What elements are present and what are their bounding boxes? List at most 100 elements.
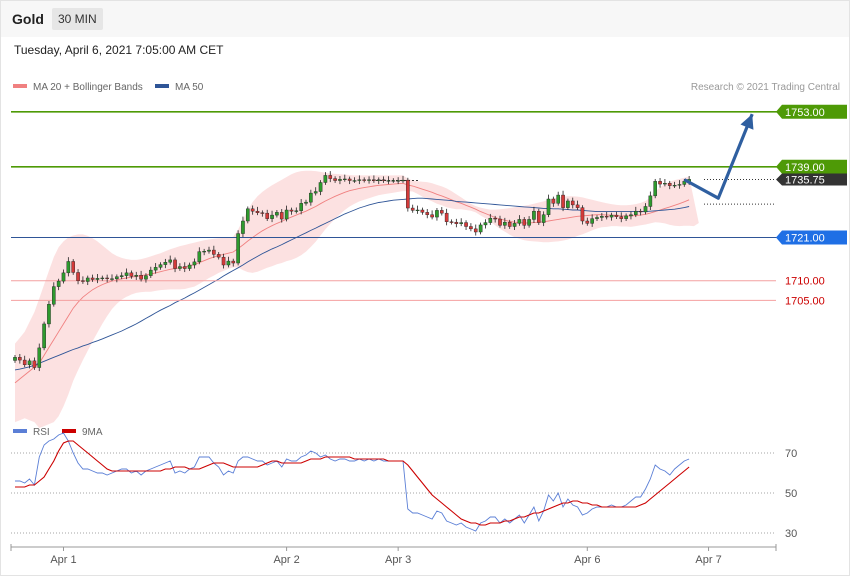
- candle-body: [517, 219, 522, 224]
- candle-body: [294, 210, 299, 212]
- candle-body: [328, 175, 333, 179]
- candle: [444, 208, 449, 226]
- candle-body: [279, 212, 284, 220]
- candle: [440, 207, 444, 216]
- candle: [158, 262, 163, 270]
- candle: [663, 178, 667, 187]
- candle-body: [629, 214, 633, 217]
- candle: [512, 220, 517, 231]
- candle: [435, 208, 439, 221]
- candle-body: [333, 178, 337, 181]
- candle: [415, 205, 420, 214]
- candle: [376, 177, 381, 185]
- candle-body: [129, 272, 134, 277]
- candle-body: [478, 224, 483, 233]
- candle-body: [255, 210, 260, 213]
- candle-body: [100, 277, 105, 279]
- candle-body: [158, 264, 163, 268]
- candle-body: [648, 195, 653, 207]
- candle-body: [343, 178, 347, 180]
- bollinger-band-area: [15, 170, 699, 428]
- candle-body: [318, 182, 323, 192]
- candle-body: [236, 233, 240, 264]
- candle-body: [595, 217, 599, 219]
- candle: [367, 176, 371, 184]
- candle: [473, 224, 478, 236]
- candle-body: [245, 208, 250, 222]
- candle-body: [27, 360, 32, 365]
- candle-body: [250, 208, 255, 212]
- bollinger-legend-label: MA 20 + Bollinger Bands: [33, 82, 143, 93]
- candle: [18, 353, 22, 364]
- candle-body: [512, 223, 517, 227]
- candle-body: [551, 198, 556, 204]
- candle: [406, 177, 410, 212]
- candle-body: [663, 183, 667, 185]
- candle-body: [507, 221, 512, 227]
- candle: [260, 210, 265, 217]
- candle: [386, 176, 391, 185]
- candle-body: [498, 218, 502, 226]
- candle-body: [488, 218, 493, 223]
- forecast-arrow-path: [683, 113, 754, 200]
- candle-body: [212, 249, 216, 255]
- candle: [32, 357, 37, 370]
- candle-body: [391, 180, 396, 182]
- instrument-name: Gold: [12, 11, 44, 27]
- candle: [163, 258, 168, 269]
- candle: [134, 271, 139, 280]
- candle: [527, 216, 531, 228]
- candle: [677, 180, 682, 189]
- candle-body: [124, 272, 129, 276]
- candle: [459, 218, 464, 227]
- ma9-legend-label: 9MA: [82, 427, 103, 438]
- candle-body: [585, 220, 590, 224]
- support-label: 1710.00: [785, 276, 825, 288]
- candle: [449, 219, 454, 225]
- candle: [81, 276, 85, 284]
- timeframe-button[interactable]: 30 MIN: [52, 8, 103, 30]
- candle: [541, 211, 546, 227]
- candle-body: [357, 179, 362, 181]
- candle-body: [182, 266, 187, 269]
- rsi-tick-label: 30: [785, 528, 797, 540]
- candle: [153, 263, 158, 274]
- candle: [275, 210, 279, 218]
- candle: [634, 206, 638, 218]
- candle-body: [42, 323, 46, 349]
- candle: [561, 190, 565, 212]
- candle: [304, 199, 308, 206]
- candle: [221, 253, 226, 269]
- candle-body: [459, 222, 464, 224]
- rsi-ma9-line: [15, 440, 690, 526]
- candle-body: [85, 277, 90, 282]
- time-axis-label: Apr 6: [574, 554, 600, 566]
- candle-body: [493, 218, 497, 220]
- candle-body: [56, 280, 61, 287]
- candle: [352, 177, 357, 183]
- candle: [100, 275, 105, 281]
- candle-body: [503, 221, 507, 226]
- candle: [289, 207, 294, 215]
- candle: [279, 209, 284, 223]
- candle-body: [410, 207, 415, 211]
- candle-body: [372, 179, 376, 181]
- candle-body: [634, 210, 638, 215]
- candle: [420, 207, 425, 215]
- candle: [85, 275, 90, 286]
- ma50-line: [14, 197, 690, 371]
- candle: [71, 259, 75, 275]
- candle-body: [561, 194, 565, 208]
- resistance-price-label: 1739.00: [785, 162, 825, 174]
- candle-body: [643, 206, 648, 213]
- candle-body: [430, 214, 434, 218]
- candle-body: [473, 228, 478, 233]
- candle-body: [527, 219, 531, 226]
- candle-body: [47, 304, 51, 325]
- candle: [119, 272, 124, 280]
- candle: [22, 355, 27, 368]
- candle-body: [580, 207, 585, 222]
- pivot-price-label: 1721.00: [785, 233, 825, 245]
- candle-body: [420, 209, 425, 213]
